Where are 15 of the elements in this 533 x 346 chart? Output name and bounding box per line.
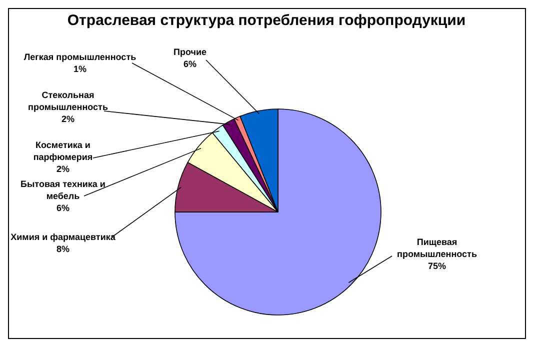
slice-label: Легкая промышленность xyxy=(24,52,137,62)
slice-label: Прочие xyxy=(173,47,207,57)
data-label: 6% xyxy=(183,59,197,69)
data-label: 6% xyxy=(56,203,70,213)
slice-label: Косметика и парфюмерия xyxy=(33,140,93,162)
slice-label: Пищевая промышленность xyxy=(397,237,478,259)
slice-label: Стекольная промышленность xyxy=(28,90,108,112)
slice-label: Химия и фармацевтика xyxy=(10,232,116,242)
slice-label: Бытовая техника и мебель xyxy=(20,179,106,201)
data-label: 2% xyxy=(56,164,70,174)
data-label: 2% xyxy=(61,114,75,124)
chart-title: Отраслевая структура потребления гофропродукции xyxy=(66,12,467,29)
data-label: 8% xyxy=(56,244,70,254)
data-label: 1% xyxy=(73,64,87,74)
data-label: 75% xyxy=(428,261,446,271)
